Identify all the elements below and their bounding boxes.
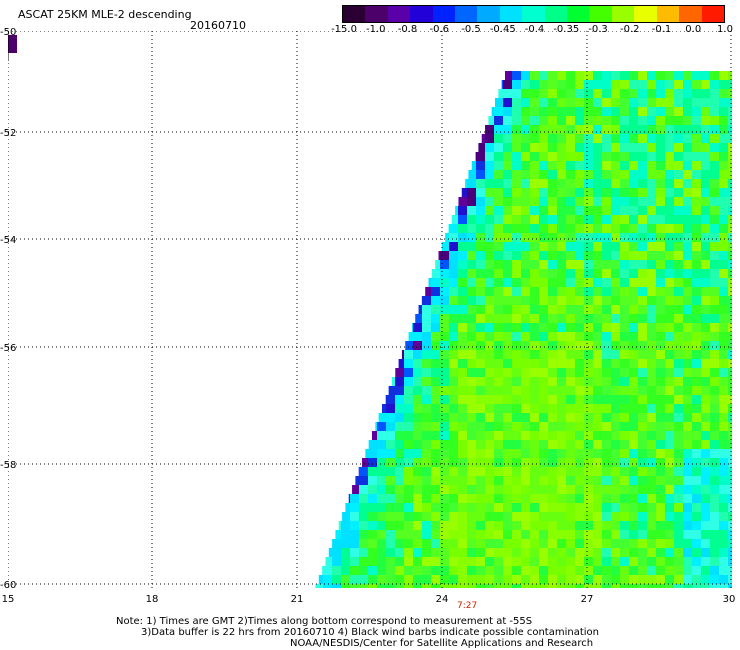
color-scale-swatch xyxy=(499,6,523,22)
color-scale-tick-label: -15.0 xyxy=(331,24,357,35)
lat-label-50: -50 xyxy=(0,27,17,38)
product-title: ASCAT 25KM MLE-2 descending xyxy=(18,8,192,21)
color-scale-tick-label: -0.8 xyxy=(397,24,418,35)
color-scale-swatch xyxy=(387,6,411,22)
color-scale-tick-label: 0.0 xyxy=(685,24,702,35)
color-scale-tick-label: -0.1 xyxy=(651,24,672,35)
color-scale-tick-label: -0.35 xyxy=(553,24,580,35)
color-scale-swatch xyxy=(522,6,545,22)
color-scale-labels: -15.0 -1.0 -0.8 -0.6 -0.5 -0.45 -0.4 -0.35 -0.3-… xyxy=(330,24,733,36)
color-scale-swatch xyxy=(611,6,635,22)
color-scale-tick-label: 1.0 xyxy=(717,24,733,35)
color-scale-swatch xyxy=(432,6,456,22)
color-scale-swatch xyxy=(634,6,657,22)
lon-label-15: 15 xyxy=(1,594,15,605)
color-scale-tick-label: -0.45 xyxy=(489,24,516,35)
color-scale-swatch xyxy=(701,6,724,22)
product-date: 20160710 xyxy=(190,19,246,32)
color-scale-swatch xyxy=(656,6,680,22)
color-scale-tick-label: -0.5 xyxy=(461,24,481,35)
color-scale-tick-label: -0.3 xyxy=(588,24,608,35)
lon-label-18: 18 xyxy=(145,594,159,605)
color-scale-swatch xyxy=(410,6,433,22)
lon-label-24: 24 xyxy=(435,594,449,605)
wind-cells xyxy=(315,71,732,588)
color-scale-swatch xyxy=(455,6,478,22)
color-scale-swatch xyxy=(679,6,702,22)
color-scale-swatch xyxy=(365,6,388,22)
note-line-1: Note: 1) Times are GMT 2)Times along bot… xyxy=(116,616,533,627)
lat-label-54: -54 xyxy=(0,235,17,246)
color-scale-tick-label: -0.2 xyxy=(619,24,640,35)
lat-label-56: -56 xyxy=(0,343,17,354)
lat-label-58: -58 xyxy=(0,460,17,471)
lon-label-27: 27 xyxy=(580,594,594,605)
color-scale-swatch xyxy=(477,6,500,22)
swath-map xyxy=(8,31,732,588)
color-scale-tick-label: -0.6 xyxy=(429,24,450,35)
graticule xyxy=(8,31,732,588)
note-line-2: 3)Data buffer is 22 hrs from 20160710 4)… xyxy=(141,627,599,638)
color-scale-bar xyxy=(342,5,725,23)
color-scale-tick-label: -0.4 xyxy=(524,24,545,35)
swath-map-canvas xyxy=(8,31,732,588)
lon-label-21: 21 xyxy=(290,594,304,605)
color-scale-tick-label: -1.0 xyxy=(365,24,386,35)
note-line-3: NOAA/NESDIS/Center for Satellite Applica… xyxy=(290,638,594,649)
lon-label-30: 30 xyxy=(722,594,736,605)
flag-marker xyxy=(8,35,17,53)
color-scale-swatch xyxy=(343,6,366,22)
lat-label-60: -60 xyxy=(0,580,17,591)
time-label: 7:27 xyxy=(457,601,478,611)
color-scale-swatch xyxy=(567,6,590,22)
color-scale-swatch xyxy=(544,6,568,22)
color-scale-swatch xyxy=(589,6,612,22)
lat-label-52: -52 xyxy=(0,128,17,139)
